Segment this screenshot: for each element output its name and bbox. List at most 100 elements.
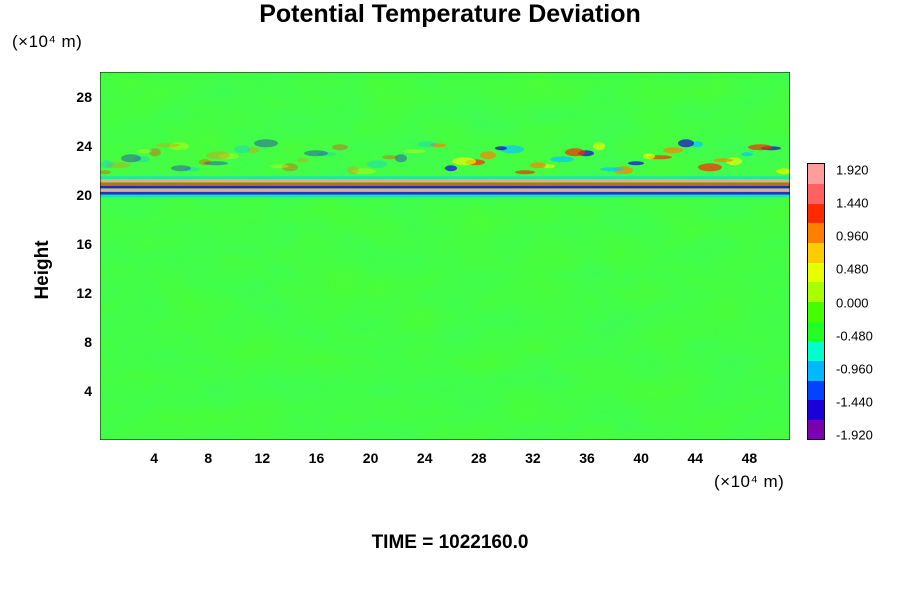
colorbar-label: 1.920 <box>836 162 869 178</box>
y-tick-label: 8 <box>84 333 92 350</box>
colorbar-swatch <box>808 301 824 322</box>
ripple-blob <box>480 151 496 160</box>
ripple-blob <box>101 160 113 169</box>
x-tick-label: 40 <box>633 450 649 466</box>
time-label: TIME = 1022160.0 <box>371 532 529 553</box>
ripple-blob <box>347 166 359 175</box>
y-axis-unit: (×10⁴ m) <box>12 32 83 51</box>
ripple-blob <box>550 156 574 163</box>
ripple-blob <box>304 150 328 157</box>
band-stripe <box>100 176 790 179</box>
colorbar-swatch <box>808 242 824 263</box>
ripple-blob <box>332 144 348 151</box>
ripple-blob <box>156 143 180 148</box>
y-tick-label: 20 <box>76 186 92 203</box>
ripple-blob <box>134 156 150 163</box>
y-tick-label: 24 <box>76 137 92 154</box>
colorbar-swatch <box>808 262 824 283</box>
x-tick-label: 16 <box>308 450 325 466</box>
ripple-blob <box>206 151 230 160</box>
colorbar <box>807 163 825 440</box>
ripple-blob <box>269 164 289 169</box>
x-tick-label: 24 <box>416 450 433 466</box>
colorbar-swatch <box>808 380 824 401</box>
y-tick-label: 16 <box>76 235 92 252</box>
ripple-blob <box>628 161 644 166</box>
ripple-blob <box>247 147 259 154</box>
ripple-blob <box>367 160 387 169</box>
x-tick-label: 4 <box>150 450 159 466</box>
ripple-blob <box>417 141 437 148</box>
x-tick-label: 36 <box>579 450 595 466</box>
colorbar-swatch <box>808 203 824 224</box>
ripple-blob <box>204 161 228 166</box>
colorbar-label: 1.440 <box>836 195 869 211</box>
x-tick-label: 20 <box>362 450 379 466</box>
ripple-blob <box>297 158 309 163</box>
deviation-band <box>100 139 790 198</box>
x-tick-label: 12 <box>254 450 271 466</box>
band-stripe <box>100 179 790 183</box>
ripple-blob <box>402 149 426 154</box>
ripple-blob <box>713 158 733 163</box>
chart-title: Potential Temperature Deviation <box>259 0 641 28</box>
colorbar-swatch <box>808 360 824 381</box>
ripple-blob <box>748 144 772 151</box>
ripple-blob <box>741 152 753 157</box>
colorbar-label: -1.920 <box>836 427 873 443</box>
ripple-blob <box>691 141 703 148</box>
colorbar-label: 0.000 <box>836 295 869 310</box>
band-stripe <box>100 185 790 189</box>
ripple-blob <box>121 154 141 163</box>
ripple-blob <box>678 139 694 148</box>
ripple-blob <box>136 149 152 154</box>
ripple-blob <box>382 155 398 160</box>
ripple-blob <box>282 163 298 172</box>
ripple-blob <box>600 167 624 172</box>
ripple-blob <box>495 146 507 151</box>
colorbar-swatch <box>808 222 824 244</box>
x-axis-unit: (×10⁴ m) <box>714 472 785 491</box>
ripple-blob <box>169 142 189 151</box>
band-stripe <box>100 191 790 195</box>
ripple-blob <box>698 163 722 172</box>
ripple-blob <box>593 142 605 151</box>
colorbar-swatch <box>808 419 824 440</box>
colorbar-swatch <box>808 399 824 420</box>
ripple-blob <box>776 168 790 175</box>
ripple-blob <box>395 154 407 163</box>
x-tick-label: 44 <box>687 450 704 466</box>
band-stripe <box>100 194 790 198</box>
y-tick-label: 28 <box>76 88 92 105</box>
ripple-blob <box>171 165 191 172</box>
colorbar-swatch <box>808 164 824 185</box>
colorbar-label: -1.440 <box>836 394 873 410</box>
colorbar-label: 0.960 <box>836 228 869 244</box>
colorbar-swatch <box>808 281 824 302</box>
heatmap-plot <box>100 72 790 440</box>
ripple-blob <box>445 165 457 172</box>
ripple-blob <box>106 162 130 169</box>
ripple-blob <box>643 153 655 160</box>
ripple-blob <box>430 143 446 148</box>
y-tick-label: 12 <box>76 284 92 301</box>
ripple-blob <box>234 145 250 154</box>
x-tick-label: 32 <box>525 450 541 466</box>
ripple-blob <box>515 170 535 175</box>
x-tick-label: 28 <box>471 450 487 466</box>
colorbar-swatch <box>808 321 824 342</box>
ripple-blob <box>352 168 376 175</box>
ripple-blob <box>219 153 239 160</box>
y-tick-label: 4 <box>84 382 92 399</box>
ripple-blob <box>199 159 211 166</box>
colorbar-label: -0.480 <box>836 328 873 344</box>
ripple-blob <box>317 152 337 157</box>
band-stripe <box>100 182 790 186</box>
field-texture <box>100 72 790 440</box>
y-axis-label: Height <box>32 240 53 300</box>
ripple-blob <box>100 170 111 175</box>
colorbar-swatch <box>808 340 824 361</box>
x-tick-label: 8 <box>204 450 213 466</box>
ripple-blob <box>149 148 161 157</box>
ripple-blob <box>184 167 200 172</box>
